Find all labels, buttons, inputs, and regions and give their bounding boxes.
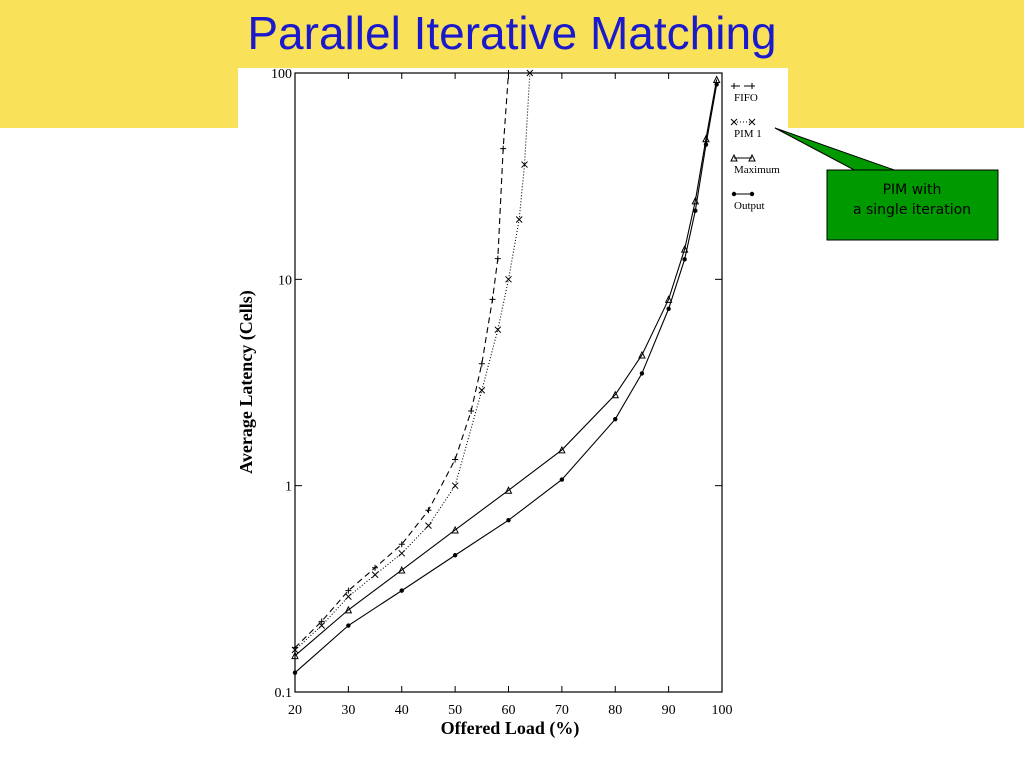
x-tick-label: 40	[395, 703, 409, 718]
marker	[451, 482, 459, 490]
series-line	[294, 79, 718, 657]
marker	[291, 646, 299, 654]
legend-marker	[748, 153, 756, 162]
marker	[425, 507, 432, 514]
marker	[558, 445, 566, 454]
x-tick-label: 100	[712, 703, 733, 718]
marker	[478, 360, 485, 367]
marker	[682, 257, 687, 262]
legend-marker	[730, 153, 738, 162]
series-line	[294, 72, 531, 651]
y-tick-label: 10	[278, 273, 292, 288]
marker	[639, 371, 645, 376]
y-tick-label: 100	[271, 67, 292, 82]
marker	[664, 295, 673, 303]
marker	[489, 296, 496, 303]
legend-marker	[731, 191, 737, 197]
y-tick-label: 0.1	[275, 686, 293, 701]
legend-marker	[749, 191, 755, 197]
legend-label: Maximum	[734, 164, 780, 176]
x-tick-label: 50	[448, 703, 462, 718]
marker	[468, 408, 475, 415]
marker	[398, 541, 405, 548]
marker	[521, 161, 528, 168]
marker	[666, 306, 671, 311]
marker	[638, 350, 646, 359]
marker	[613, 416, 618, 422]
x-tick-label: 90	[662, 703, 676, 718]
marker	[714, 82, 719, 87]
x-tick-label: 60	[502, 703, 516, 718]
marker	[318, 622, 326, 629]
marker	[703, 142, 709, 147]
marker	[505, 275, 512, 283]
marker	[452, 456, 459, 463]
marker	[515, 216, 523, 223]
marker	[494, 255, 501, 262]
marker	[397, 565, 406, 574]
marker	[344, 605, 353, 614]
series-line	[294, 72, 510, 649]
callout-pointer	[774, 127, 901, 173]
marker	[345, 593, 352, 600]
legend-label: Output	[734, 200, 765, 212]
marker	[526, 69, 534, 77]
x-tick-label: 80	[608, 703, 622, 718]
plot-frame	[294, 72, 723, 693]
marker	[506, 518, 511, 523]
marker	[398, 549, 406, 557]
marker	[452, 553, 458, 558]
callout-text: PIM with a single iteration	[853, 182, 971, 218]
marker	[504, 486, 513, 494]
marker	[478, 386, 486, 394]
legend-marker	[748, 118, 756, 126]
marker	[611, 390, 620, 399]
marker	[451, 525, 459, 534]
chart-background	[238, 68, 788, 768]
marker	[292, 670, 298, 675]
marker	[680, 245, 689, 253]
marker	[399, 588, 404, 593]
marker	[693, 208, 698, 213]
legend-marker	[731, 83, 737, 89]
legend-marker	[749, 83, 755, 89]
marker	[494, 326, 502, 334]
marker	[345, 587, 352, 594]
marker	[371, 571, 379, 579]
marker	[505, 70, 512, 76]
legend-marker	[730, 118, 738, 126]
marker	[372, 564, 379, 571]
callout-box	[826, 169, 999, 241]
x-tick-label: 30	[341, 703, 355, 718]
marker	[346, 623, 351, 628]
slide-title: Parallel Iterative Matching	[247, 7, 777, 59]
x-tick-label: 20	[288, 703, 302, 718]
x-tick-label: 70	[555, 703, 569, 718]
legend-label: PIM 1	[734, 128, 762, 140]
x-axis-label: Offered Load (%)	[441, 718, 580, 739]
y-tick-label: 1	[285, 480, 292, 495]
y-axis-label: Average Latency (Cells)	[236, 290, 257, 474]
series-line	[294, 84, 718, 674]
marker	[559, 477, 565, 482]
marker	[291, 651, 299, 660]
legend-label: FIFO	[734, 92, 758, 104]
marker	[500, 145, 507, 152]
marker	[318, 618, 325, 625]
marker	[425, 522, 432, 530]
